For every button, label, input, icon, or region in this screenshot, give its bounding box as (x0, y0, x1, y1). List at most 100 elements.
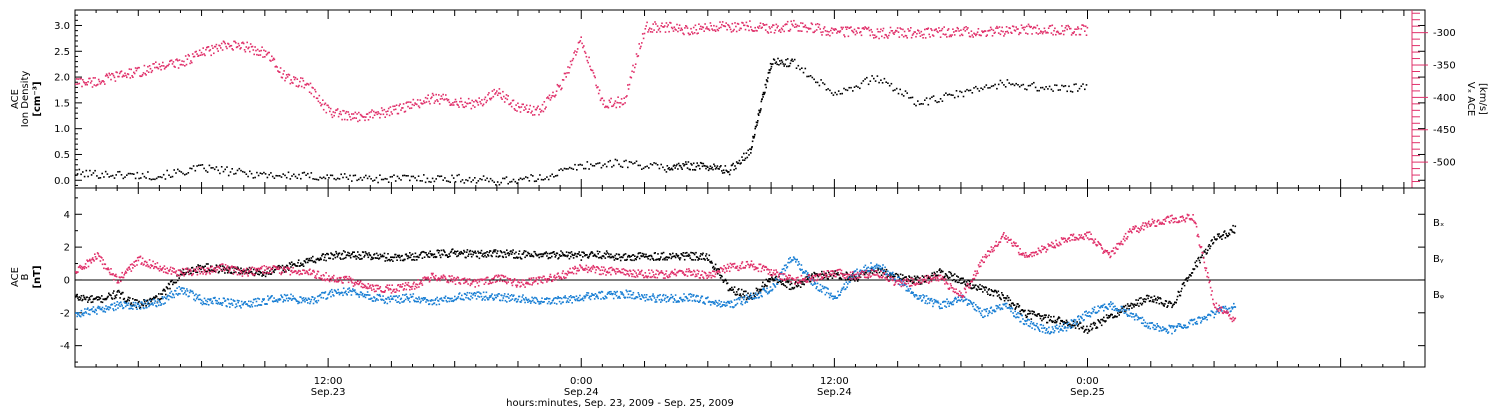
data-point (510, 250, 512, 252)
data-point (516, 300, 519, 303)
data-point (472, 179, 474, 181)
data-point (801, 30, 803, 32)
data-point (138, 177, 140, 180)
data-point (282, 73, 284, 75)
data-point (1048, 25, 1051, 27)
data-point (918, 32, 921, 34)
data-point (1091, 327, 1094, 330)
data-point (842, 26, 844, 29)
data-point (75, 83, 77, 85)
data-point (1191, 272, 1194, 274)
data-point (345, 290, 347, 293)
data-point (542, 179, 545, 181)
data-point (952, 28, 954, 30)
data-point (984, 30, 987, 32)
data-point (188, 295, 190, 297)
data-point (83, 296, 85, 299)
data-point (291, 175, 293, 177)
data-point (708, 29, 711, 32)
data-point (641, 294, 643, 296)
top-left-tick-label: 1.0 (54, 124, 70, 135)
bottom-series-1 (75, 256, 1237, 335)
data-point (1159, 297, 1161, 299)
data-point (391, 297, 393, 300)
data-point (792, 287, 795, 290)
data-point (856, 268, 858, 271)
data-point (966, 88, 968, 91)
data-point (825, 272, 827, 275)
data-point (139, 304, 141, 307)
data-point (1007, 32, 1010, 34)
data-point (447, 180, 450, 183)
data-point (776, 26, 778, 29)
data-point (546, 252, 549, 255)
data-point (153, 302, 156, 304)
data-point (615, 106, 618, 109)
data-point (1059, 33, 1061, 35)
data-point (1144, 301, 1147, 303)
data-point (185, 173, 188, 175)
data-point (786, 20, 789, 23)
data-point (584, 52, 587, 54)
data-point (642, 37, 645, 40)
data-point (820, 31, 822, 34)
data-point (388, 298, 391, 300)
data-point (404, 110, 407, 113)
data-point (96, 307, 99, 309)
legend-2: Bᵩ (1433, 290, 1444, 301)
data-point (278, 264, 280, 267)
data-point (1048, 314, 1050, 317)
data-point (581, 298, 583, 300)
data-point (711, 166, 713, 169)
data-point (813, 283, 815, 285)
data-point (893, 274, 895, 276)
data-point (535, 180, 538, 182)
data-point (1077, 323, 1080, 326)
data-point (672, 301, 675, 303)
data-point (813, 271, 815, 274)
data-point (529, 302, 532, 304)
data-point (240, 300, 243, 303)
data-point (764, 284, 767, 287)
data-point (478, 296, 481, 298)
data-point (448, 101, 451, 104)
data-point (454, 250, 456, 253)
data-point (356, 113, 358, 115)
data-point (489, 250, 492, 252)
data-point (792, 256, 795, 258)
data-point (721, 172, 724, 174)
data-point (686, 167, 689, 169)
data-point (84, 83, 87, 86)
data-point (815, 29, 818, 31)
data-point (129, 172, 132, 175)
data-point (339, 110, 342, 113)
data-point (935, 300, 938, 303)
data-point (987, 293, 989, 295)
data-point (222, 170, 225, 173)
data-point (204, 54, 206, 57)
data-point (1027, 309, 1030, 312)
data-point (420, 251, 423, 253)
data-point (1084, 88, 1086, 91)
data-point (222, 268, 225, 270)
data-point (297, 302, 299, 305)
data-point (541, 297, 543, 299)
data-point (670, 168, 672, 171)
data-point (320, 296, 322, 299)
data-point (494, 250, 496, 253)
data-point (78, 82, 81, 85)
data-point (421, 180, 423, 182)
data-point (1145, 298, 1147, 301)
data-point (762, 281, 764, 284)
data-point (147, 301, 149, 304)
data-point (459, 253, 462, 255)
data-point (852, 31, 855, 34)
data-point (712, 168, 714, 171)
data-point (636, 55, 639, 58)
data-point (704, 259, 706, 261)
data-point (899, 273, 902, 276)
data-point (235, 172, 237, 175)
data-point (837, 272, 839, 274)
data-point (847, 283, 849, 285)
data-point (170, 59, 173, 62)
